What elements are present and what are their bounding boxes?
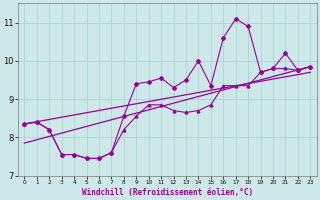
X-axis label: Windchill (Refroidissement éolien,°C): Windchill (Refroidissement éolien,°C) bbox=[82, 188, 253, 197]
